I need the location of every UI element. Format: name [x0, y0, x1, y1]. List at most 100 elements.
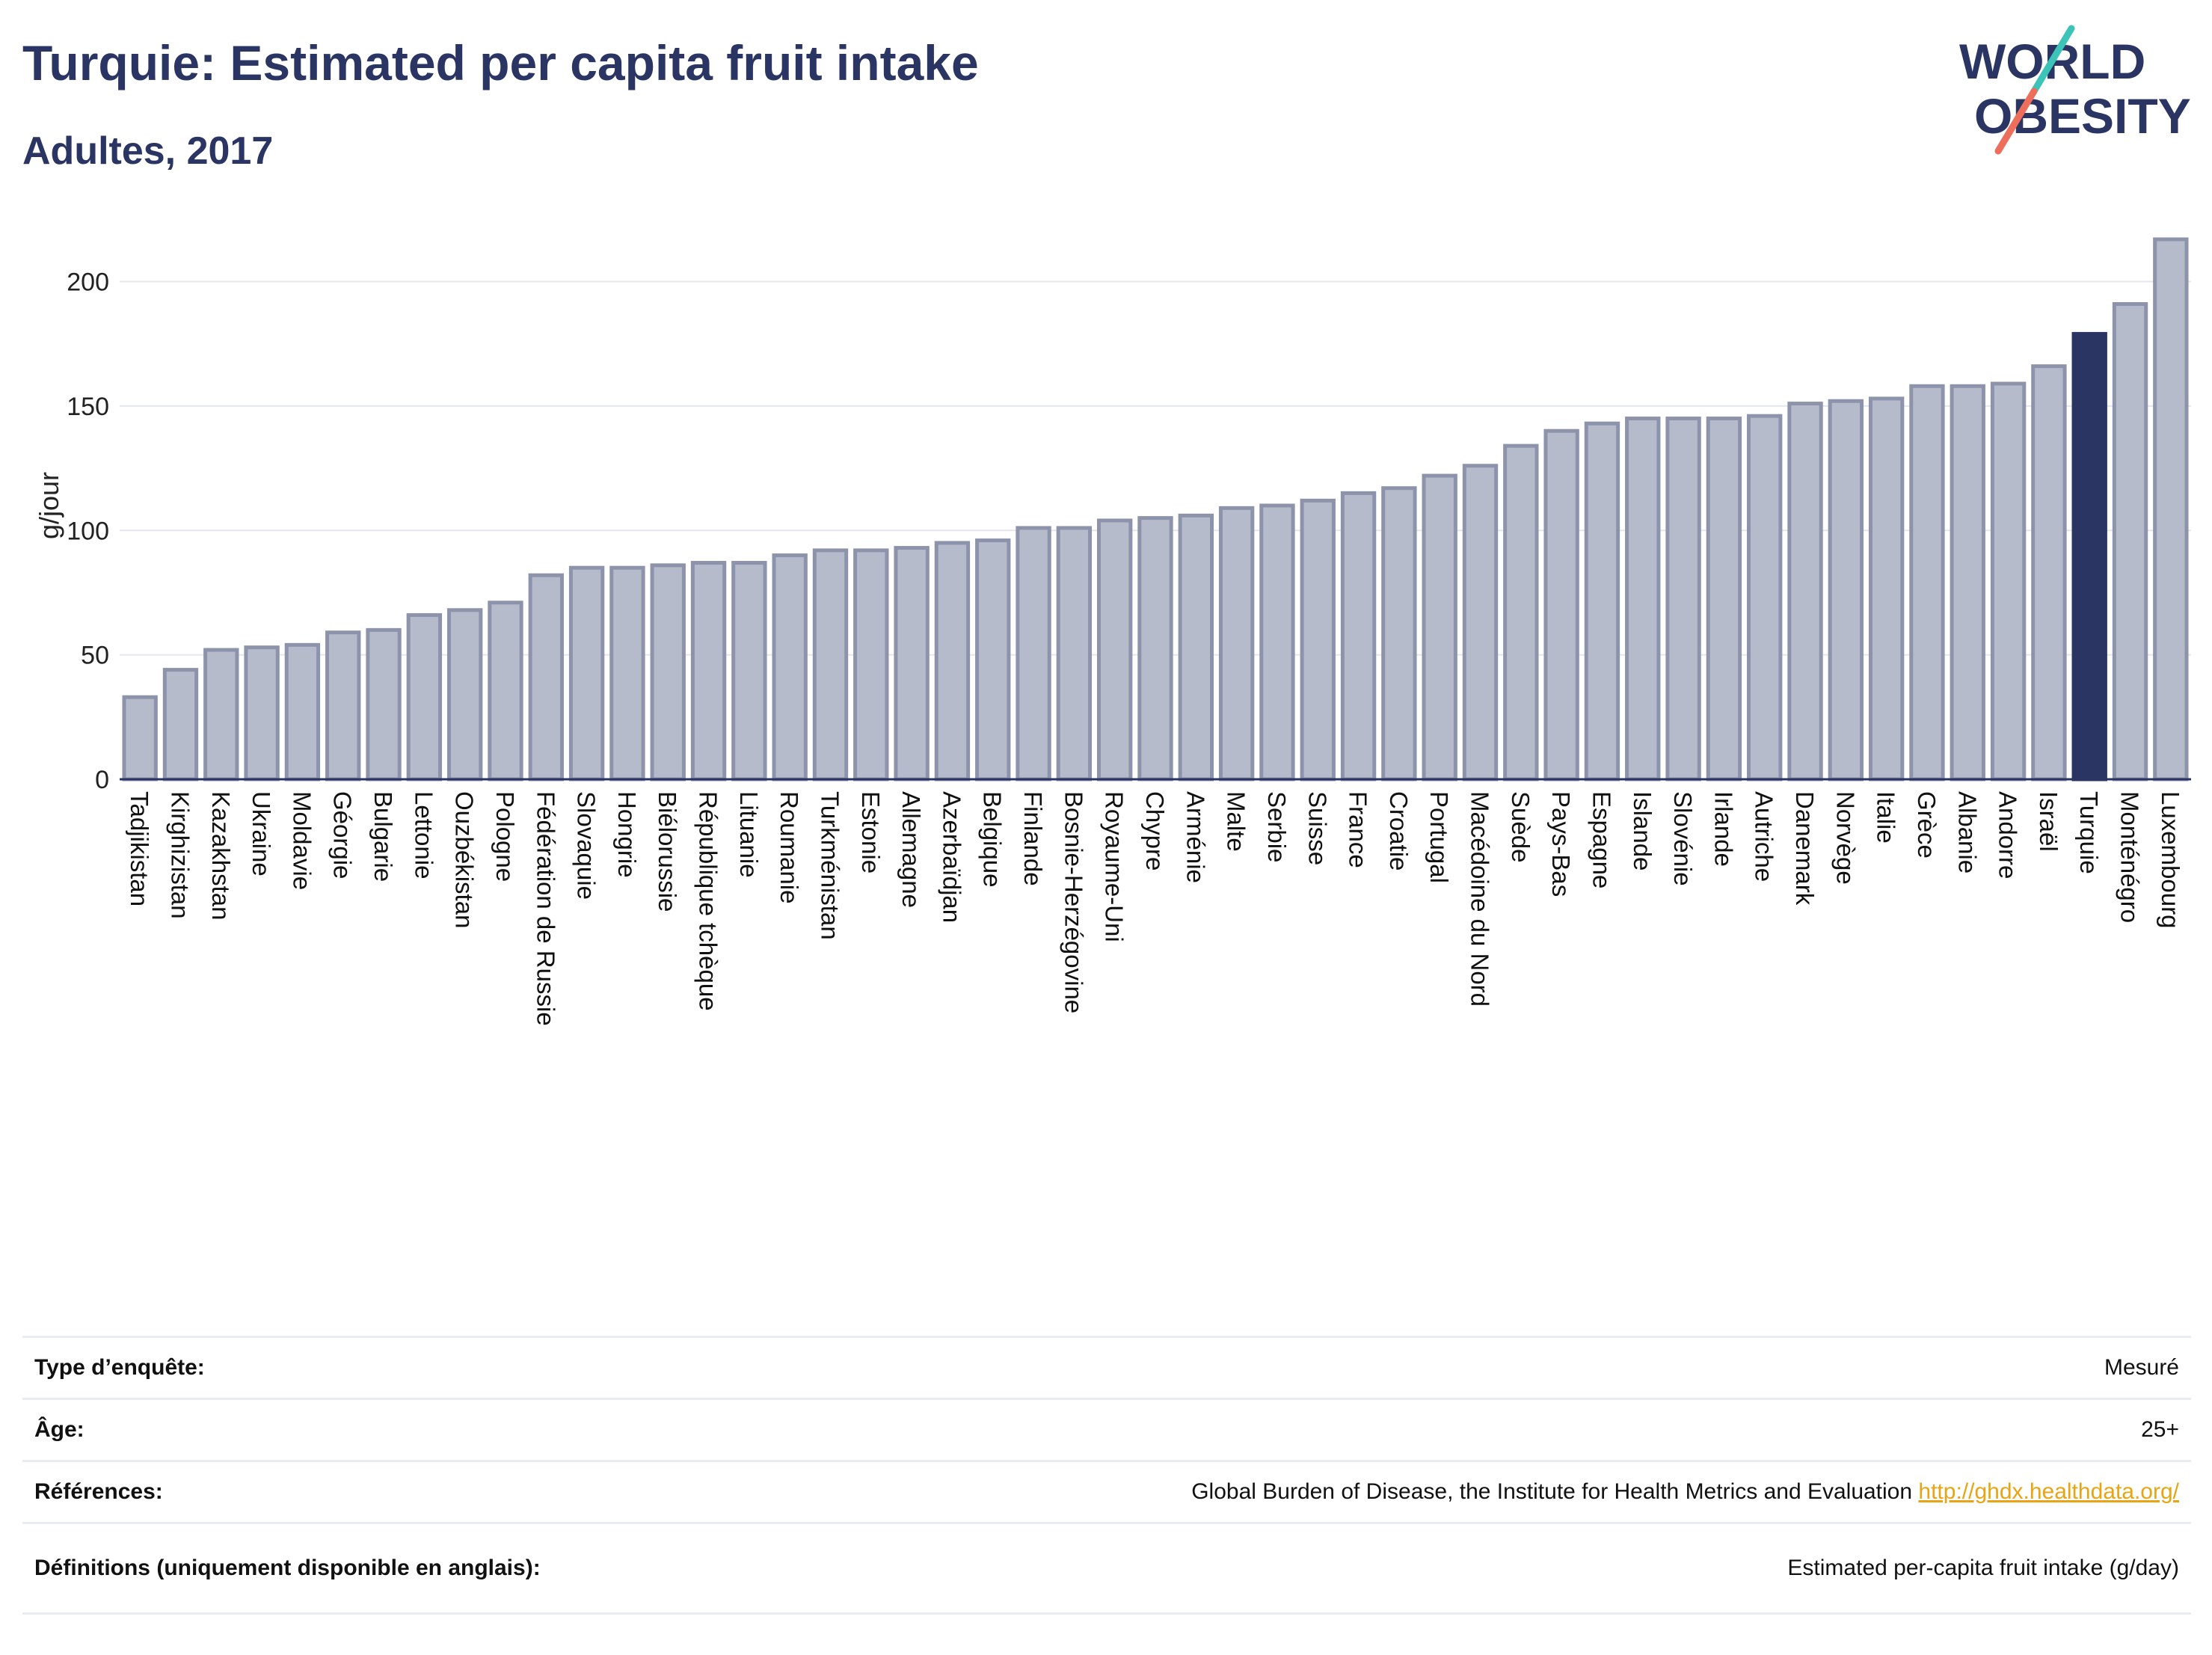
x-tick-label: Roumanie — [775, 791, 803, 903]
bar — [1259, 503, 1295, 782]
bar — [203, 648, 239, 782]
reference-text: Global Burden of Disease, the Institute … — [1191, 1479, 1913, 1504]
x-tick-label: Espagne — [1588, 791, 1615, 888]
bar — [122, 695, 158, 782]
x-tick-label: Azerbaïdjan — [938, 791, 965, 923]
x-tick-label: Malte — [1223, 791, 1250, 852]
y-tick-label: 100 — [67, 517, 109, 545]
bar — [1665, 417, 1701, 782]
bar — [1178, 513, 1214, 782]
bar — [244, 645, 280, 782]
bar — [1747, 414, 1783, 782]
chart-subtitle: Adultes, 2017 — [22, 129, 274, 173]
bar — [2153, 237, 2189, 782]
x-tick-label: Slovénie — [1669, 791, 1697, 886]
y-tick-label: 150 — [67, 393, 109, 421]
x-tick-label: Chypre — [1141, 791, 1169, 871]
y-tick-label: 200 — [67, 268, 109, 297]
x-tick-label: Géorgie — [329, 791, 357, 879]
x-tick-label: Royaume-Uni — [1101, 791, 1128, 942]
x-tick-label: Biélorussie — [654, 791, 681, 912]
bar — [1868, 396, 1905, 782]
y-tick-label: 50 — [81, 642, 109, 670]
x-tick-label: Kirghizistan — [166, 791, 194, 919]
bar — [1381, 486, 1417, 782]
x-tick-label: Ukraine — [248, 791, 275, 876]
bar — [1462, 464, 1499, 782]
x-tick-label: Norvège — [1831, 791, 1859, 885]
world-obesity-logo: WORLD OBESITY — [1959, 25, 2191, 155]
x-tick-label: Allemagne — [897, 791, 925, 908]
x-tick-label: Monténégro — [2116, 791, 2144, 923]
x-tick-label: Irlande — [1709, 791, 1737, 867]
chart-title: Turquie: Estimated per capita fruit inta… — [22, 35, 979, 90]
bar — [609, 565, 645, 782]
info-row-survey-type: Type d’enquête: Mesuré — [22, 1336, 2191, 1398]
bar — [528, 573, 564, 782]
bar-chart: 0 50 100 150 200 g/jour Tadjikistan Kirghizista… — [34, 237, 2191, 1026]
x-tick-label: Serbie — [1263, 791, 1291, 862]
bar — [284, 642, 321, 782]
bar — [894, 546, 930, 782]
x-tick-label: France — [1345, 791, 1372, 868]
x-tick-label: Slovaquie — [573, 791, 600, 900]
info-row-age: Âge: 25+ — [22, 1398, 2191, 1460]
bar — [1584, 421, 1620, 782]
x-tick-label: Estonie — [857, 791, 885, 873]
x-tick-label: Turkménistan — [816, 791, 844, 940]
x-tick-label: Ouzbékistan — [451, 791, 479, 928]
info-value: Mesuré — [2104, 1355, 2179, 1380]
bar — [650, 563, 686, 782]
info-row-definitions: Définitions (uniquement disponible en an… — [22, 1522, 2191, 1615]
bar-highlight — [2071, 331, 2107, 782]
bar — [772, 553, 808, 782]
bar — [406, 612, 443, 782]
bar — [1016, 526, 1051, 782]
bar — [446, 608, 483, 782]
bar — [1909, 384, 1945, 782]
x-tick-label: Pologne — [491, 791, 519, 882]
x-tick-label: Fédération de Russie — [532, 791, 559, 1026]
bar — [1422, 473, 1457, 782]
x-tick-label: Lettonie — [410, 791, 437, 879]
bar — [731, 561, 767, 782]
bar — [975, 538, 1011, 782]
x-tick-label: Hongrie — [613, 791, 641, 878]
bar — [325, 630, 361, 782]
bar — [1097, 518, 1133, 782]
x-tick-label: Turquie — [2075, 791, 2103, 874]
x-tick-label: Bulgarie — [369, 791, 397, 882]
bar — [366, 627, 402, 782]
bar — [1543, 429, 1579, 782]
x-tick-label: Finlande — [1019, 791, 1047, 886]
y-axis-label: g/jour — [34, 472, 64, 539]
x-tick-label: Tadjikistan — [126, 791, 153, 906]
x-tick-label: Croatie — [1385, 791, 1413, 871]
x-tick-label: Bosnie-Herzégovine — [1060, 791, 1087, 1013]
bar — [2031, 364, 2067, 782]
info-label: Références: — [34, 1479, 163, 1504]
x-tick-label: Autriche — [1751, 791, 1778, 882]
bar — [690, 561, 727, 782]
bar — [1706, 417, 1742, 782]
bar — [1503, 443, 1539, 782]
reference-link[interactable]: http://ghdx.healthdata.org/ — [1918, 1479, 2179, 1504]
x-tick-label: République tchèque — [695, 791, 722, 1011]
bar — [2112, 301, 2148, 782]
x-tick-label: Belgique — [979, 791, 1007, 887]
bar — [1056, 526, 1093, 782]
bar — [1137, 516, 1173, 782]
info-value: Estimated per-capita fruit intake (g/day… — [1787, 1556, 2179, 1580]
x-tick-label: Suisse — [1303, 791, 1331, 865]
x-tick-label: Lituanie — [735, 791, 763, 878]
bar — [1950, 384, 1985, 782]
y-tick-label: 0 — [95, 766, 109, 794]
info-value: 25+ — [2141, 1417, 2179, 1442]
bar — [1340, 491, 1377, 782]
x-tick-label: Israël — [2035, 791, 2062, 852]
x-tick-label: Albanie — [1953, 791, 1981, 873]
bar — [1218, 506, 1255, 782]
bar — [1828, 399, 1864, 782]
bar — [812, 548, 849, 782]
bar — [1300, 498, 1336, 782]
